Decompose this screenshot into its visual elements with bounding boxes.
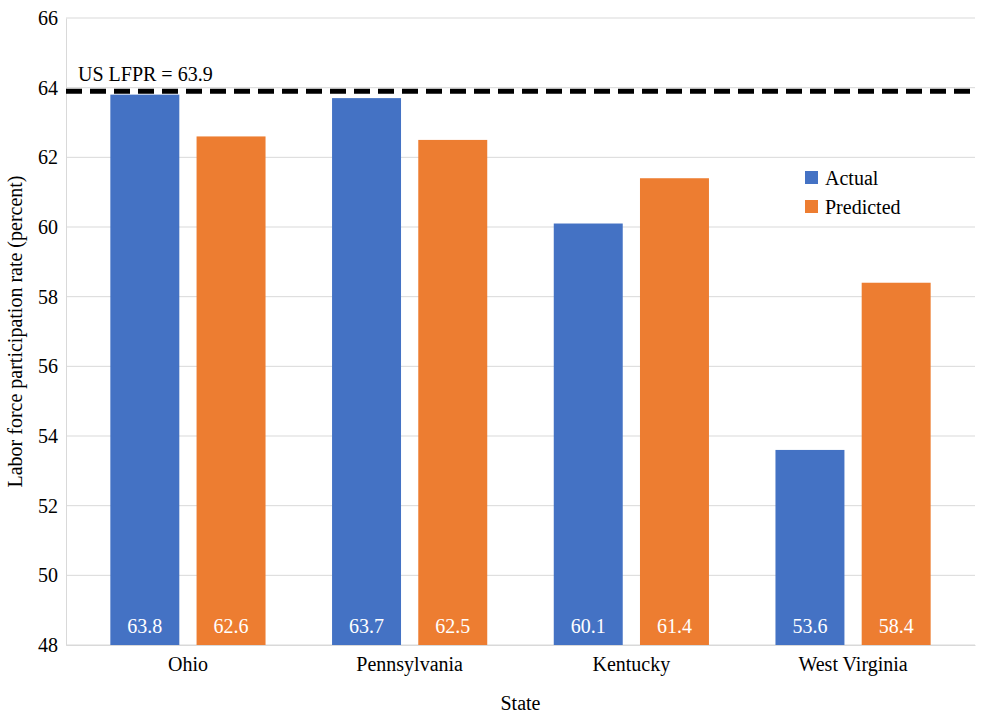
legend: Actual Predicted — [805, 167, 901, 218]
y-tick: 62 — [38, 146, 66, 168]
data-label: 60.1 — [571, 615, 606, 637]
bar — [640, 178, 709, 645]
bar — [197, 136, 266, 645]
bar — [418, 140, 487, 645]
bar — [775, 450, 844, 645]
y-tick: 58 — [38, 286, 66, 308]
data-label: 63.7 — [349, 615, 384, 637]
y-tick: 54 — [38, 425, 66, 447]
series — [110, 95, 844, 645]
x-tick: West Virginia — [798, 645, 907, 676]
bar — [332, 98, 401, 645]
y-tick-label: 58 — [38, 286, 58, 308]
data-label: 58.4 — [879, 615, 914, 637]
y-tick-label: 48 — [38, 634, 58, 656]
bar — [110, 95, 179, 645]
data-label: 62.5 — [435, 615, 470, 637]
chart: 48 50 52 54 56 58 60 62 64 66 Ohio Pennsylvania Kent… — [0, 0, 991, 720]
grid-line — [66, 87, 975, 88]
legend-label: Actual — [825, 167, 879, 189]
y-tick: 66 — [38, 7, 66, 29]
data-label: 63.8 — [127, 615, 162, 637]
y-tick-label: 64 — [38, 77, 58, 99]
reference-line — [66, 89, 975, 94]
x-tick-label: Pennsylvania — [356, 653, 463, 676]
legend-item: Actual — [805, 167, 879, 189]
bars — [66, 91, 975, 645]
y-axis-line — [66, 19, 67, 646]
reference-label: US LFPR = 63.9 — [78, 63, 213, 85]
data-labels: 63.8 63.7 60.1 53.6 62.6 62.5 61.4 58.4 — [127, 615, 913, 637]
x-tick: Kentucky — [592, 645, 670, 676]
y-tick-label: 60 — [38, 216, 58, 238]
y-tick-label: 54 — [38, 425, 58, 447]
y-tick-label: 56 — [38, 355, 58, 377]
data-label: 53.6 — [792, 615, 827, 637]
y-axis: 48 50 52 54 56 58 60 62 64 66 — [38, 7, 67, 656]
data-label: 62.6 — [214, 615, 249, 637]
legend-swatch — [805, 171, 818, 184]
y-tick-label: 62 — [38, 146, 58, 168]
x-axis-title: State — [501, 692, 541, 714]
y-tick: 64 — [38, 77, 66, 99]
bar — [554, 224, 623, 645]
y-tick: 56 — [38, 355, 66, 377]
data-label: 61.4 — [657, 615, 692, 637]
y-tick-label: 50 — [38, 564, 58, 586]
x-tick-label: Ohio — [168, 653, 208, 675]
y-axis-title: Labor force participation rate (percent) — [4, 175, 27, 487]
y-tick: 52 — [38, 495, 66, 517]
legend-label: Predicted — [825, 196, 901, 218]
series — [197, 136, 931, 645]
x-axis-line — [67, 645, 976, 646]
y-tick: 48 — [38, 634, 66, 656]
x-tick-label: West Virginia — [798, 653, 907, 676]
x-tick-label: Kentucky — [592, 653, 670, 676]
y-tick: 60 — [38, 216, 66, 238]
legend-swatch — [805, 200, 818, 213]
x-tick: Pennsylvania — [356, 645, 463, 676]
y-tick-label: 52 — [38, 495, 58, 517]
y-tick-label: 66 — [38, 7, 58, 29]
grid-line — [66, 18, 975, 19]
x-tick: Ohio — [168, 645, 208, 675]
grid — [66, 18, 975, 645]
bar — [862, 283, 931, 645]
plot-area: 48 50 52 54 56 58 60 62 64 66 Ohio Pennsylvania Kent… — [38, 7, 976, 676]
y-tick: 50 — [38, 564, 66, 586]
x-axis: Ohio Pennsylvania Kentucky West Virginia — [67, 645, 976, 676]
legend-item: Predicted — [805, 196, 901, 218]
